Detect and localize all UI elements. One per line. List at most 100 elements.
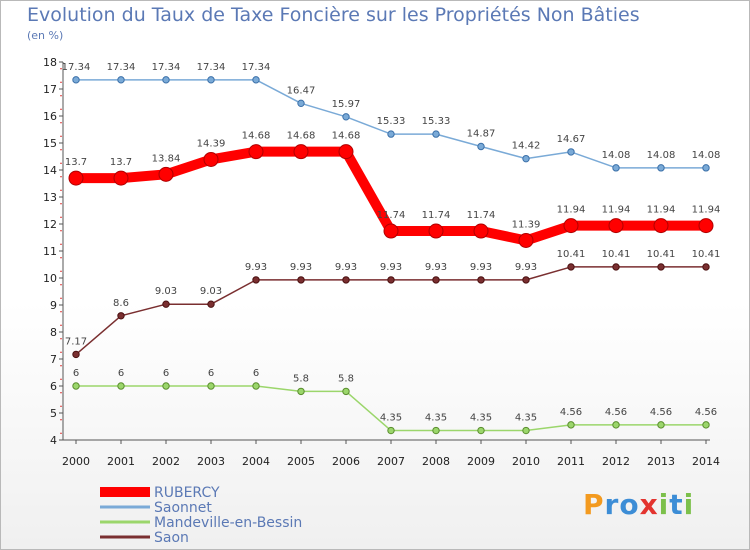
data-label: 5.8 (293, 373, 309, 384)
y-tick-label: 14 (43, 164, 57, 177)
data-label: 14.08 (647, 150, 676, 161)
data-point (567, 263, 575, 271)
data-point (657, 263, 665, 271)
data-point (342, 276, 350, 284)
data-point (72, 76, 80, 84)
data-label: 9.03 (200, 286, 222, 297)
legend-label: Mandeville-en-Bessin (154, 515, 302, 531)
x-tick-label: 2005 (287, 455, 315, 468)
y-tick-label: 16 (43, 110, 57, 123)
data-point (297, 387, 305, 396)
data-label: 14.67 (557, 134, 586, 145)
data-label: 13.7 (65, 157, 87, 168)
x-tick-label: 2002 (152, 455, 180, 468)
data-point (612, 164, 620, 172)
data-label: 4.35 (515, 413, 537, 424)
data-label: 11.94 (602, 205, 631, 216)
data-label: 14.68 (332, 131, 361, 142)
x-tick-label: 2014 (692, 455, 720, 468)
data-label: 14.39 (197, 138, 226, 149)
data-point (338, 144, 354, 160)
data-point (68, 170, 84, 186)
data-point (657, 421, 665, 429)
data-label: 10.41 (692, 249, 721, 260)
data-label: 11.39 (512, 219, 541, 230)
data-label: 5.8 (338, 373, 354, 384)
data-label: 13.7 (110, 157, 132, 168)
data-point (522, 154, 530, 163)
data-point (207, 76, 215, 84)
data-point (432, 276, 440, 284)
data-point (72, 382, 80, 390)
data-label: 9.93 (335, 262, 357, 273)
data-point (612, 263, 620, 271)
y-tick-label: 9 (50, 299, 57, 312)
data-label: 17.34 (242, 62, 271, 73)
data-point (113, 170, 129, 186)
data-point (117, 76, 125, 84)
y-tick-label: 4 (50, 434, 57, 447)
data-point (297, 276, 305, 284)
data-label: 9.93 (380, 262, 402, 273)
data-label: 4.56 (695, 407, 717, 418)
data-label: 15.97 (332, 99, 361, 110)
y-tick-label: 7 (50, 353, 57, 366)
data-label: 17.34 (62, 62, 91, 73)
data-label: 14.68 (242, 131, 271, 142)
x-tick-label: 2010 (512, 455, 540, 468)
data-point (522, 426, 530, 435)
data-label: 9.93 (515, 262, 537, 273)
data-label: 6 (208, 368, 214, 379)
data-point (702, 421, 710, 429)
data-label: 11.74 (422, 210, 451, 221)
data-point (563, 218, 579, 234)
data-point (203, 151, 219, 167)
chart-subtitle: (en %) (27, 29, 64, 42)
data-label: 4.56 (605, 407, 627, 418)
x-tick-label: 2003 (197, 455, 225, 468)
data-label: 15.33 (422, 116, 451, 127)
y-tick-label: 10 (43, 272, 57, 285)
x-tick-label: 2008 (422, 455, 450, 468)
data-point (567, 421, 575, 429)
y-tick-label: 6 (50, 380, 57, 393)
x-tick-label: 2001 (107, 455, 135, 468)
data-label: 9.93 (470, 262, 492, 273)
data-point (117, 312, 125, 320)
data-point (252, 76, 260, 84)
data-point (432, 426, 440, 435)
data-label: 10.41 (602, 249, 631, 260)
y-tick-label: 13 (43, 191, 57, 204)
data-point (293, 144, 309, 160)
data-point (567, 148, 575, 156)
y-tick-label: 11 (43, 245, 57, 258)
data-point (612, 421, 620, 429)
data-label: 15.33 (377, 116, 406, 127)
data-label: 17.34 (197, 62, 226, 73)
x-tick-label: 2013 (647, 455, 675, 468)
x-tick-label: 2006 (332, 455, 360, 468)
data-label: 6 (253, 368, 259, 379)
x-tick-label: 2000 (62, 455, 90, 468)
y-tick-label: 15 (43, 137, 57, 150)
data-label: 9.93 (290, 262, 312, 273)
data-label: 4.56 (560, 407, 582, 418)
data-point (477, 276, 485, 284)
data-label: 11.94 (647, 205, 676, 216)
data-label: 4.35 (470, 413, 492, 424)
data-point (473, 223, 489, 239)
data-label: 14.08 (602, 150, 631, 161)
data-label: 17.34 (152, 62, 181, 73)
data-point (342, 113, 350, 121)
data-point (432, 130, 440, 138)
data-label: 4.35 (425, 413, 447, 424)
data-point (698, 218, 714, 234)
data-point (207, 382, 215, 390)
legend-label: Saonnet (154, 500, 212, 516)
data-point (428, 223, 444, 239)
y-tick-label: 8 (50, 326, 57, 339)
y-tick-label: 17 (43, 83, 57, 96)
x-tick-label: 2004 (242, 455, 270, 468)
